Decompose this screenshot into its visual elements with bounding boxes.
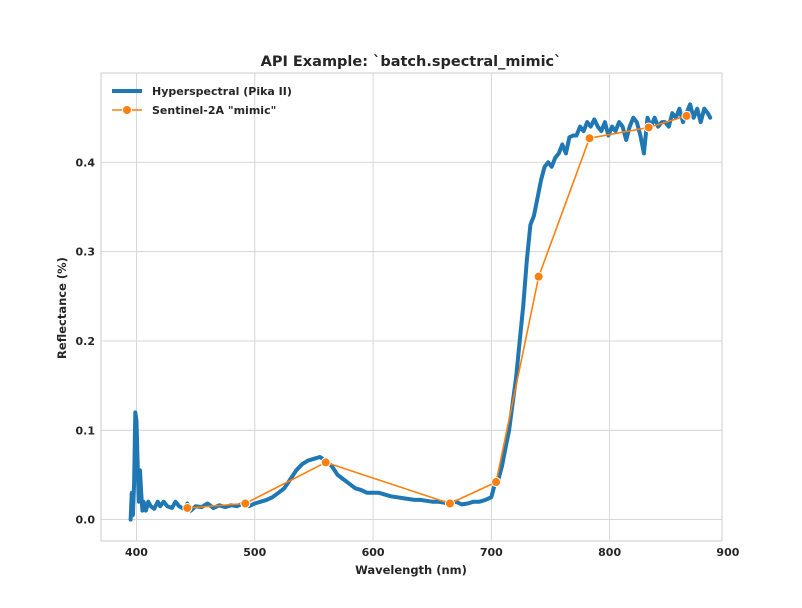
grid [101, 73, 722, 541]
y-tick-label: 0.2 [76, 335, 96, 348]
hyperspectral-line [128, 102, 713, 522]
y-tick-label: 0.3 [76, 246, 96, 259]
y-axis-label: Reflectance (%) [55, 257, 69, 359]
y-tick-label: 0.1 [76, 424, 96, 437]
x-tick-label: 400 [125, 546, 148, 559]
y-axis-ticks: 0.0 0.1 0.2 0.3 0.4 [76, 156, 96, 526]
sentinel-point [491, 477, 502, 488]
sentinel-point [643, 122, 654, 133]
x-tick-label: 900 [716, 546, 739, 559]
sentinel-point [444, 498, 455, 509]
x-tick-label: 600 [362, 546, 385, 559]
sentinel-point [320, 457, 331, 468]
sentinel-point [533, 271, 544, 282]
legend-marker-sentinel [122, 105, 132, 115]
sentinel-point [584, 133, 595, 144]
sentinel-point [240, 498, 251, 509]
sentinel-point [182, 502, 193, 513]
sentinel-line [186, 115, 688, 509]
legend-label-sentinel: Sentinel-2A "mimic" [152, 104, 276, 117]
plot-frame [100, 72, 723, 542]
sentinel-point [681, 110, 692, 121]
x-axis-ticks: 400 500 600 700 800 900 [125, 546, 740, 559]
x-tick-label: 700 [480, 546, 503, 559]
y-tick-label: 0.0 [76, 514, 96, 527]
x-tick-label: 500 [243, 546, 266, 559]
axes-frame [100, 72, 723, 542]
legend-label-hyperspectral: Hyperspectral (Pika II) [152, 85, 292, 98]
x-axis-label: Wavelength (nm) [355, 563, 467, 577]
y-tick-label: 0.4 [76, 156, 96, 169]
series-layer [128, 102, 713, 522]
legend: Hyperspectral (Pika II) Sentinel-2A "mim… [112, 85, 292, 117]
chart-title: API Example: `batch.spectral_mimic` [261, 54, 562, 70]
x-tick-label: 800 [598, 546, 621, 559]
